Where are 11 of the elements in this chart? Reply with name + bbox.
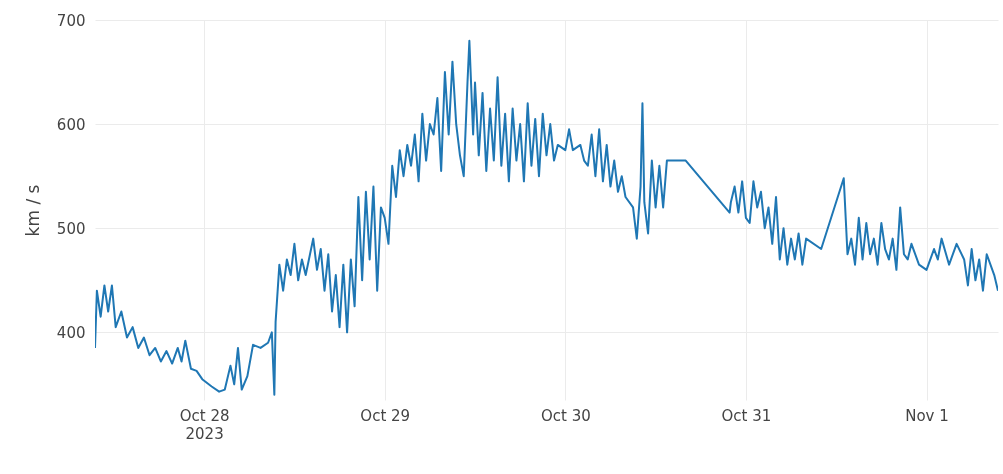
x-tick-label: Oct 31 bbox=[721, 406, 772, 425]
line-series bbox=[95, 39, 998, 396]
y-tick-label: 500 bbox=[56, 219, 86, 238]
x-tick-label: Oct 28 2023 bbox=[179, 406, 230, 443]
x-tick-label: Oct 29 bbox=[360, 406, 411, 425]
y-tick-label: 700 bbox=[56, 11, 86, 30]
x-tick-label: Nov 1 bbox=[905, 406, 949, 425]
y-axis-title: km / s bbox=[22, 184, 43, 237]
y-tick-label: 600 bbox=[56, 115, 86, 134]
y-tick-label: 400 bbox=[56, 323, 86, 342]
x-tick-label: Oct 30 bbox=[540, 406, 591, 425]
